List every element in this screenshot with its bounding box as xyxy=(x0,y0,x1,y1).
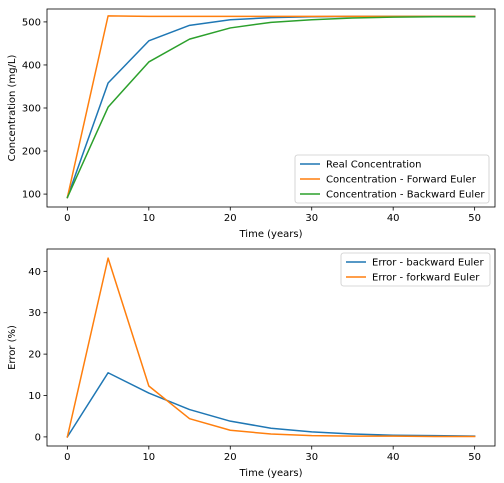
y-tick-label: 30 xyxy=(28,308,41,319)
y-axis-label: Error (%) xyxy=(7,325,18,370)
y-tick-label: 300 xyxy=(22,104,41,115)
legend: Error - backward Euler Error - forkward E… xyxy=(340,252,491,287)
x-tick-label: 10 xyxy=(142,452,155,463)
x-tick-label: 50 xyxy=(468,452,481,463)
series-line-1 xyxy=(66,372,476,438)
chart-2: 0 10 20 30 40 50 0 10 20 30 40 Time (years) Error (%… xyxy=(7,248,496,479)
plot-frame xyxy=(46,248,496,447)
y-tick-label: 400 xyxy=(22,60,41,71)
y-tick-label: 10 xyxy=(28,391,41,402)
y-tick-label: 100 xyxy=(22,190,41,201)
series-line-2 xyxy=(66,257,476,438)
y-tick-label: 40 xyxy=(28,267,41,278)
y-tick-label: 500 xyxy=(22,17,41,28)
x-axis-label: Time (years) xyxy=(239,468,303,479)
x-tick-label: 0 xyxy=(64,213,70,224)
x-tick-label: 20 xyxy=(224,452,237,463)
legend-box xyxy=(294,154,490,204)
legend-label: Error - forkward Euler xyxy=(372,273,480,284)
x-tick-label: 40 xyxy=(387,213,400,224)
legend-label: Concentration - Backward Euler xyxy=(326,190,485,201)
y-tick-label: 200 xyxy=(22,147,41,158)
y-tick-label: 20 xyxy=(28,350,41,361)
chart-1: 0 10 20 30 40 50 100 200 300 400 500 Time (years) Co… xyxy=(7,8,496,240)
legend-label: Error - backward Euler xyxy=(372,258,484,269)
x-axis-label: Time (years) xyxy=(239,229,303,240)
y-axis-label: Concentration (mg/L) xyxy=(7,55,18,162)
legend: Real Concentration Concentration - Forwar… xyxy=(294,154,490,204)
x-tick-label: 30 xyxy=(305,452,318,463)
legend-label: Real Concentration xyxy=(326,160,421,171)
x-tick-label: 40 xyxy=(387,452,400,463)
legend-box xyxy=(340,252,491,287)
x-tick-label: 30 xyxy=(305,213,318,224)
y-tick-label: 0 xyxy=(35,432,41,443)
x-tick-label: 10 xyxy=(142,213,155,224)
legend-label: Concentration - Forward Euler xyxy=(326,175,477,186)
x-tick-label: 20 xyxy=(224,213,237,224)
x-tick-label: 50 xyxy=(468,213,481,224)
series-line-3 xyxy=(66,16,476,199)
x-tick-label: 0 xyxy=(64,452,70,463)
